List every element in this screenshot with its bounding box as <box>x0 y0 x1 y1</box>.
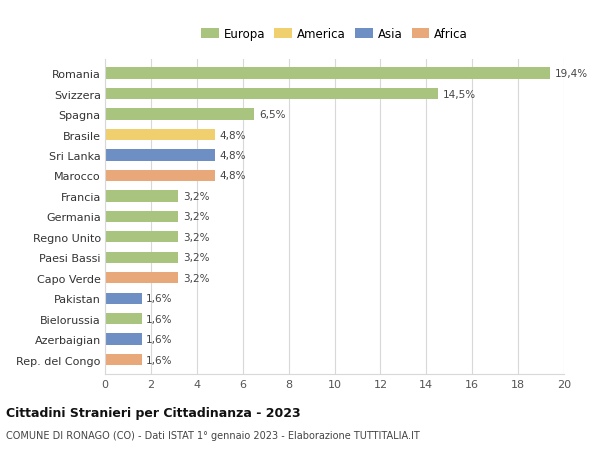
Bar <box>105 334 142 345</box>
Bar <box>105 129 215 141</box>
Text: 4,8%: 4,8% <box>220 171 246 181</box>
Text: 1,6%: 1,6% <box>146 314 173 324</box>
Bar <box>105 68 550 79</box>
Text: Cittadini Stranieri per Cittadinanza - 2023: Cittadini Stranieri per Cittadinanza - 2… <box>6 406 301 419</box>
Bar <box>105 211 178 223</box>
Bar <box>105 232 178 243</box>
Text: 19,4%: 19,4% <box>555 69 588 79</box>
Text: 3,2%: 3,2% <box>183 253 209 263</box>
Text: 4,8%: 4,8% <box>220 151 246 161</box>
Text: 4,8%: 4,8% <box>220 130 246 140</box>
Bar <box>105 150 215 161</box>
Legend: Europa, America, Asia, Africa: Europa, America, Asia, Africa <box>197 25 472 45</box>
Bar <box>105 354 142 365</box>
Bar <box>105 109 254 120</box>
Bar <box>105 313 142 325</box>
Text: COMUNE DI RONAGO (CO) - Dati ISTAT 1° gennaio 2023 - Elaborazione TUTTITALIA.IT: COMUNE DI RONAGO (CO) - Dati ISTAT 1° ge… <box>6 431 420 441</box>
Text: 1,6%: 1,6% <box>146 355 173 365</box>
Bar <box>105 273 178 284</box>
Bar <box>105 293 142 304</box>
Text: 1,6%: 1,6% <box>146 294 173 303</box>
Text: 3,2%: 3,2% <box>183 232 209 242</box>
Text: 3,2%: 3,2% <box>183 212 209 222</box>
Bar <box>105 191 178 202</box>
Bar <box>105 252 178 263</box>
Bar <box>105 170 215 182</box>
Text: 3,2%: 3,2% <box>183 273 209 283</box>
Text: 6,5%: 6,5% <box>259 110 285 120</box>
Text: 1,6%: 1,6% <box>146 335 173 344</box>
Bar <box>105 89 438 100</box>
Text: 3,2%: 3,2% <box>183 191 209 202</box>
Text: 14,5%: 14,5% <box>442 90 475 99</box>
